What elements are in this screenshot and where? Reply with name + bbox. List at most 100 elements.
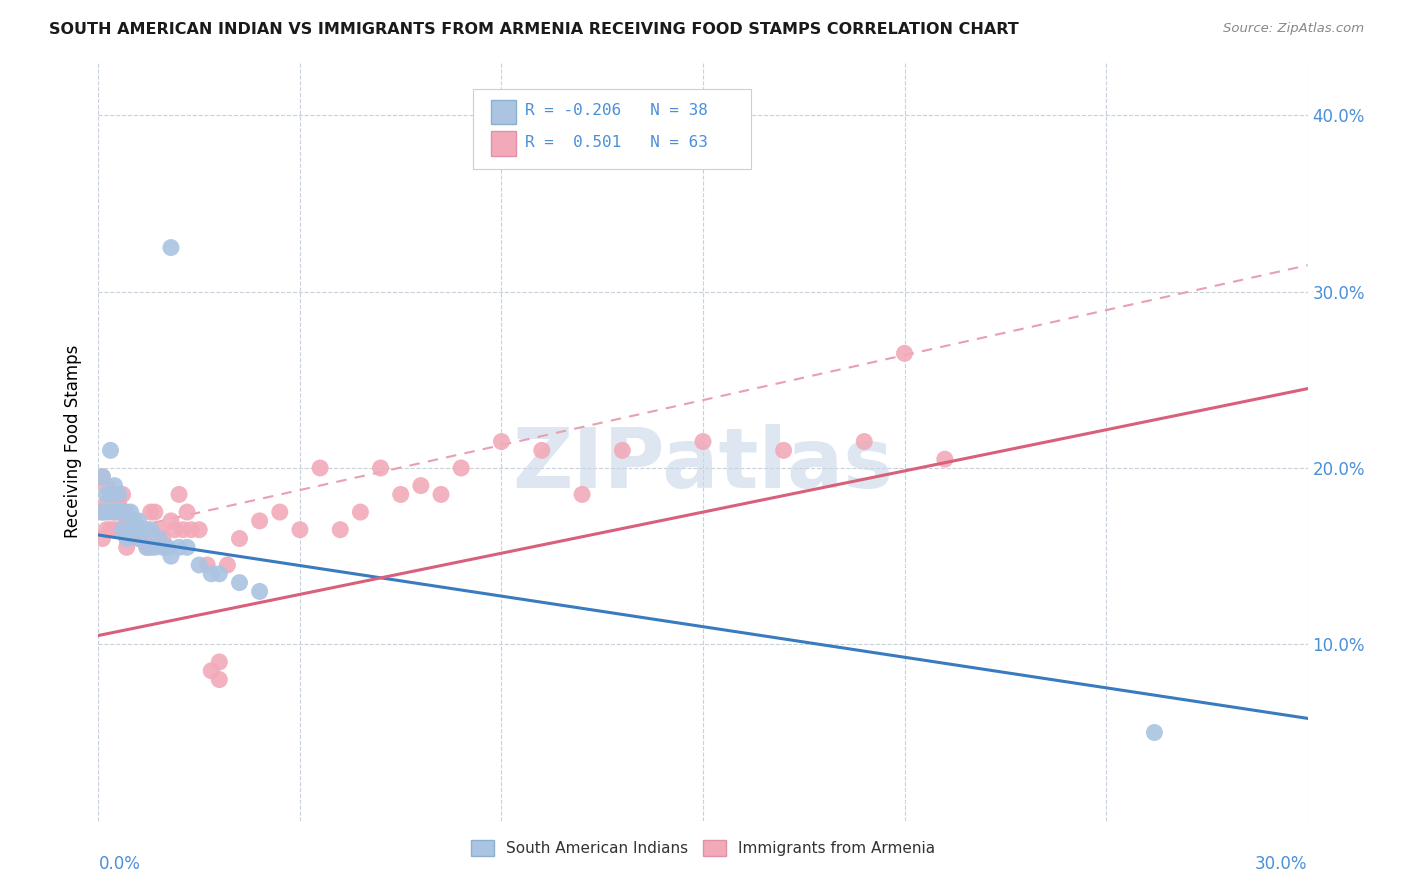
Point [195,558,218,572]
Point [120,505,142,519]
Point [91,470,114,484]
Point [180,523,202,537]
Text: R = -0.206   N = 38: R = -0.206 N = 38 [526,103,709,119]
Point [120,514,142,528]
Point [91,505,114,519]
Point [491,434,513,449]
Point [128,532,150,546]
Point [132,532,155,546]
Point [893,346,915,360]
Point [124,514,146,528]
Point [156,541,179,555]
Point [135,541,157,555]
Point [208,566,231,581]
Text: R =  0.501   N = 63: R = 0.501 N = 63 [526,135,709,150]
Point [772,443,794,458]
Point [167,541,190,555]
Point [107,496,129,510]
Point [132,523,155,537]
Point [139,505,162,519]
Point [612,443,634,458]
Point [91,505,114,519]
Text: Source: ZipAtlas.com: Source: ZipAtlas.com [1223,22,1364,36]
Text: 30.0%: 30.0% [1256,855,1308,872]
Point [111,505,134,519]
Point [96,496,118,510]
Point [1143,725,1166,739]
Point [450,461,472,475]
Text: ZIPatlas: ZIPatlas [513,424,893,505]
Point [103,523,125,537]
Point [100,443,122,458]
Point [288,523,311,537]
Point [160,241,183,255]
Point [96,505,118,519]
Point [172,523,194,537]
Point [530,443,553,458]
Point [853,434,876,449]
Point [934,452,956,467]
Point [176,541,198,555]
Point [115,514,138,528]
Point [148,523,170,537]
Point [148,532,170,546]
Point [96,478,118,492]
Point [228,575,250,590]
Point [103,487,125,501]
Point [217,558,239,572]
Text: 0.0%: 0.0% [98,855,141,872]
Point [107,505,129,519]
Point [124,523,146,537]
Point [135,523,157,537]
Point [208,655,231,669]
Point [143,505,166,519]
FancyBboxPatch shape [492,131,516,156]
Point [228,532,250,546]
Point [128,532,150,546]
Point [160,514,183,528]
Point [107,487,129,501]
Point [103,505,125,519]
Point [200,664,222,678]
Point [139,541,162,555]
Point [249,584,271,599]
Text: SOUTH AMERICAN INDIAN VS IMMIGRANTS FROM ARMENIA RECEIVING FOOD STAMPS CORRELATI: SOUTH AMERICAN INDIAN VS IMMIGRANTS FROM… [49,22,1019,37]
Point [370,461,392,475]
Point [389,487,412,501]
Point [111,487,134,501]
Point [249,514,271,528]
Point [107,523,129,537]
Point [152,541,174,555]
Point [160,549,183,563]
Point [430,487,453,501]
Point [188,523,211,537]
Point [176,505,198,519]
Point [156,541,179,555]
FancyBboxPatch shape [492,100,516,124]
Point [100,523,122,537]
Point [163,523,186,537]
Point [115,505,138,519]
Point [100,487,122,501]
Point [208,673,231,687]
Point [91,470,114,484]
Point [111,523,134,537]
Legend: South American Indians, Immigrants from Armenia: South American Indians, Immigrants from … [464,834,942,863]
Point [91,532,114,546]
Point [100,487,122,501]
Point [96,523,118,537]
Point [111,505,134,519]
Point [188,558,211,572]
Point [571,487,593,501]
Point [692,434,714,449]
Point [409,478,432,492]
Point [329,523,352,537]
Point [103,505,125,519]
Point [200,566,222,581]
FancyBboxPatch shape [474,89,751,169]
Point [128,514,150,528]
Point [269,505,291,519]
Point [167,487,190,501]
Point [115,541,138,555]
Point [139,523,162,537]
